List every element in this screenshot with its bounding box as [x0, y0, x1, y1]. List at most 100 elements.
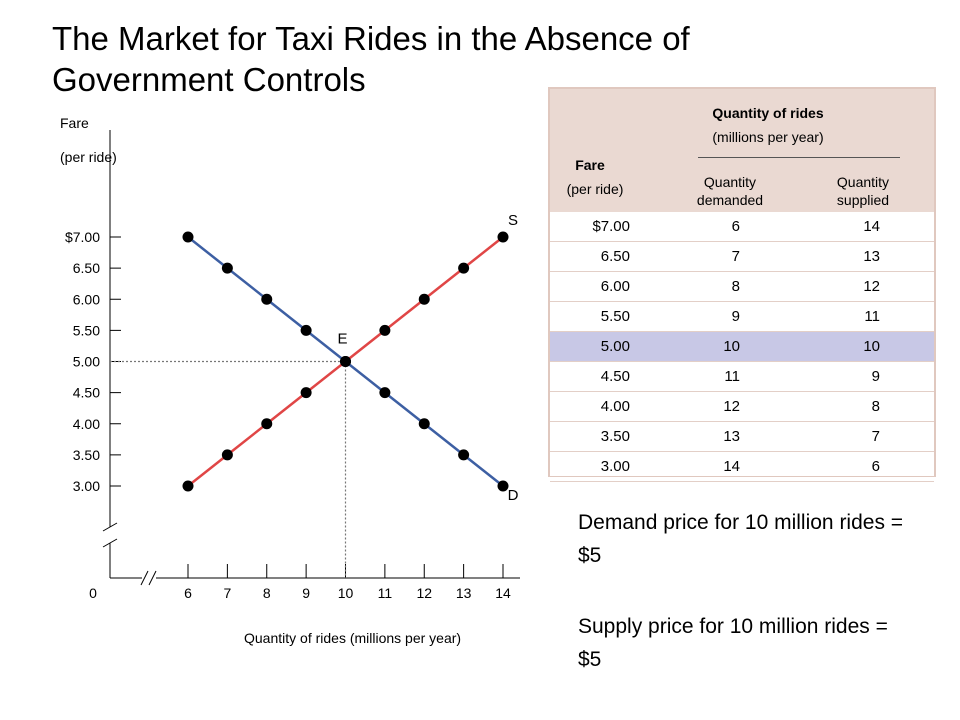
y-tick-label: 5.50	[73, 322, 100, 338]
cell-quantity-demanded: 14	[723, 458, 740, 475]
header-qd-line1: Quantity	[703, 174, 757, 190]
cell-quantity-supplied: 10	[863, 338, 880, 355]
x-tick-label: 6	[184, 585, 192, 601]
header-quantity-supplied: Quantity supplied	[818, 173, 908, 209]
y-tick-label: 3.50	[73, 447, 100, 463]
x-tick-label: 9	[302, 585, 310, 601]
supply-point	[261, 418, 273, 430]
y-axis-unit: (per ride)	[60, 149, 117, 165]
cell-fare: 5.50	[600, 308, 630, 325]
cell-fare: 3.50	[600, 428, 630, 445]
demand-price-note: Demand price for 10 million rides = $5	[578, 511, 904, 567]
cell-quantity-demanded: 6	[731, 218, 740, 235]
x-tick-label: 14	[495, 585, 511, 601]
cell-quantity-supplied: 8	[871, 398, 880, 415]
y-axis-title: Fare	[60, 115, 89, 131]
table-row: 4.50 11 9	[550, 362, 934, 392]
y-axis-break-mark	[102, 522, 118, 532]
cell-quantity-supplied: 6	[871, 458, 880, 475]
supply-label: S	[508, 212, 518, 229]
cell-fare: 5.00	[600, 338, 630, 355]
demand-point	[418, 418, 430, 430]
schedule-table-body: $7.00 6 14 6.50 7 13 6.00 8 12 5.50 9 11…	[550, 212, 934, 482]
origin-label: 0	[89, 585, 97, 601]
x-tick-label: 10	[338, 585, 354, 601]
cell-quantity-demanded: 11	[724, 368, 740, 385]
cell-fare: 4.50	[600, 368, 630, 385]
y-tick-label: 5.00	[73, 354, 100, 370]
x-tick-label: 11	[378, 585, 393, 601]
cell-quantity-demanded: 10	[723, 338, 740, 355]
header-fare: Fare	[575, 157, 605, 173]
header-quantity-demanded: Quantity demanded	[685, 173, 775, 209]
cell-quantity-supplied: 12	[863, 278, 880, 295]
table-row: 6.50 7 13	[550, 242, 934, 272]
cell-fare: 6.00	[600, 278, 630, 295]
page-title: The Market for Taxi Rides in the Absence…	[52, 20, 690, 98]
header-qs-line2: supplied	[836, 192, 890, 208]
cell-quantity-demanded: 9	[731, 308, 740, 325]
table-row: $7.00 6 14	[550, 212, 934, 242]
table-row: 5.50 9 11	[550, 302, 934, 332]
cell-fare: $7.00	[592, 218, 630, 235]
supply-point	[340, 356, 351, 367]
equilibrium-guides	[110, 360, 347, 578]
y-tick-label: 4.50	[73, 385, 100, 401]
header-qd-line2: demanded	[696, 192, 764, 208]
cell-quantity-supplied: 11	[864, 308, 880, 325]
supply-point	[300, 387, 312, 399]
cell-quantity-demanded: 7	[731, 248, 740, 265]
cell-fare: 4.00	[600, 398, 630, 415]
supply-price-note: Supply price for 10 million rides = $5	[578, 615, 888, 671]
supply-point	[418, 293, 430, 305]
demand-point	[182, 231, 194, 243]
x-tick-label: 12	[416, 585, 432, 601]
demand-label: D	[508, 487, 519, 504]
cell-quantity-demanded: 13	[723, 428, 740, 445]
chart-axes	[102, 130, 520, 586]
header-fare-unit: (per ride)	[566, 181, 624, 197]
header-quantity: Quantity of rides	[712, 105, 824, 121]
supply-point	[379, 324, 391, 336]
cell-fare: 3.00	[600, 458, 630, 475]
y-tick-label: 6.50	[73, 260, 100, 276]
demand-point	[458, 449, 470, 461]
cell-fare: 6.50	[600, 248, 630, 265]
cell-quantity-supplied: 9	[871, 368, 880, 385]
x-axis-break-mark	[148, 570, 157, 586]
x-tick-label: 7	[223, 585, 231, 601]
table-row: 3.50 13 7	[550, 422, 934, 452]
table-row: 3.00 14 6	[550, 452, 934, 482]
cell-quantity-supplied: 7	[871, 428, 880, 445]
header-units: (millions per year)	[712, 129, 824, 145]
curve-points	[182, 231, 509, 492]
chart-labels: $7.00 6.50 6.00 5.50 5.00 4.50 4.00 3.50 3.00 6 7 8…	[60, 115, 519, 646]
table-row: 6.00 8 12	[550, 272, 934, 302]
equilibrium-label: E	[337, 331, 347, 348]
supply-point	[221, 449, 233, 461]
demand-point	[379, 387, 391, 399]
x-axis-break-mark	[140, 570, 149, 586]
supply-point	[182, 480, 194, 492]
y-tick-label: $7.00	[65, 229, 100, 245]
x-tick-label: 8	[263, 585, 271, 601]
cell-quantity-demanded: 8	[731, 278, 740, 295]
demand-point	[261, 293, 273, 305]
x-axis-title: Quantity of rides (millions per year)	[244, 630, 461, 646]
header-qs-line1: Quantity	[836, 174, 890, 190]
x-tick-label: 13	[456, 585, 472, 601]
cell-quantity-supplied: 13	[863, 248, 880, 265]
table-row: 4.00 12 8	[550, 392, 934, 422]
y-tick-label: 6.00	[73, 291, 100, 307]
table-row: 5.00 10 10	[550, 332, 934, 362]
supply-point	[497, 231, 509, 243]
cell-quantity-supplied: 14	[863, 218, 880, 235]
header-rule	[698, 157, 900, 158]
y-axis-break-mark	[102, 538, 118, 548]
demand-point	[497, 480, 509, 492]
cell-quantity-demanded: 12	[723, 398, 740, 415]
demand-point	[221, 262, 233, 274]
y-tick-label: 3.00	[73, 478, 100, 494]
supply-point	[458, 262, 470, 274]
